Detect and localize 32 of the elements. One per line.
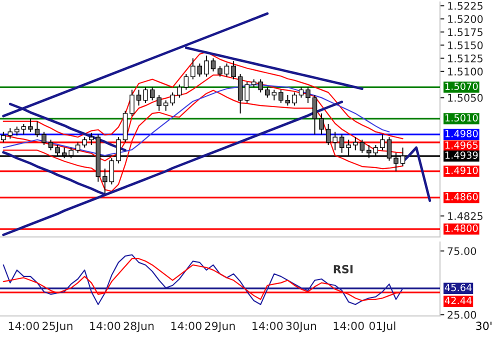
annotation: RSI [334,264,353,274]
x-tick-label: 30Jun [286,322,316,332]
ref-line-label: 1.4860 [445,193,478,200]
y-tick-label: 75.00 [448,247,476,256]
x-tick-label: 14:00 [8,322,39,330]
ref-line-label: 1.4965 [445,141,478,149]
x-tick-label: 25Jun [42,322,72,332]
y-tick-label: 1.5175 [448,28,482,36]
y-tick-label: 1.5125 [448,54,482,62]
y-tick-label: 1.4825 [448,212,482,220]
x-tick-label: 28Jun [124,322,154,332]
ref-line-label: 42.44 [444,296,472,304]
x-tick-label: 14:00 [334,322,364,330]
y-tick-label: 1.5200 [448,15,483,23]
x-tick-label: 14:00 [171,322,202,330]
ref-line-label: 1.4939 [445,151,478,159]
x-tick-label: 01Jul [369,322,396,332]
y-tick-label: 1.5100 [448,68,483,76]
ref-line-label: 1.4980 [445,130,478,138]
x-tick-label: 14:00 [252,322,283,330]
x-tick-label: 14:00 [90,322,120,330]
y-tick-label: 1.5225 [448,2,482,10]
y-tick-label: 25.00 [448,310,476,319]
ref-line-label: 1.5070 [445,82,478,90]
ref-line-label: 1.4800 [445,224,478,232]
ref-line-label: 1.4910 [445,166,478,174]
y-tick-label: 1.5150 [448,41,483,50]
x-tick-label: 29Jun [205,322,235,332]
ref-line-label: 1.5010 [445,114,478,122]
text: 30' [476,322,492,330]
ref-line-label: 45.64 [444,284,472,292]
y-tick-label: 1.5050 [448,94,483,102]
